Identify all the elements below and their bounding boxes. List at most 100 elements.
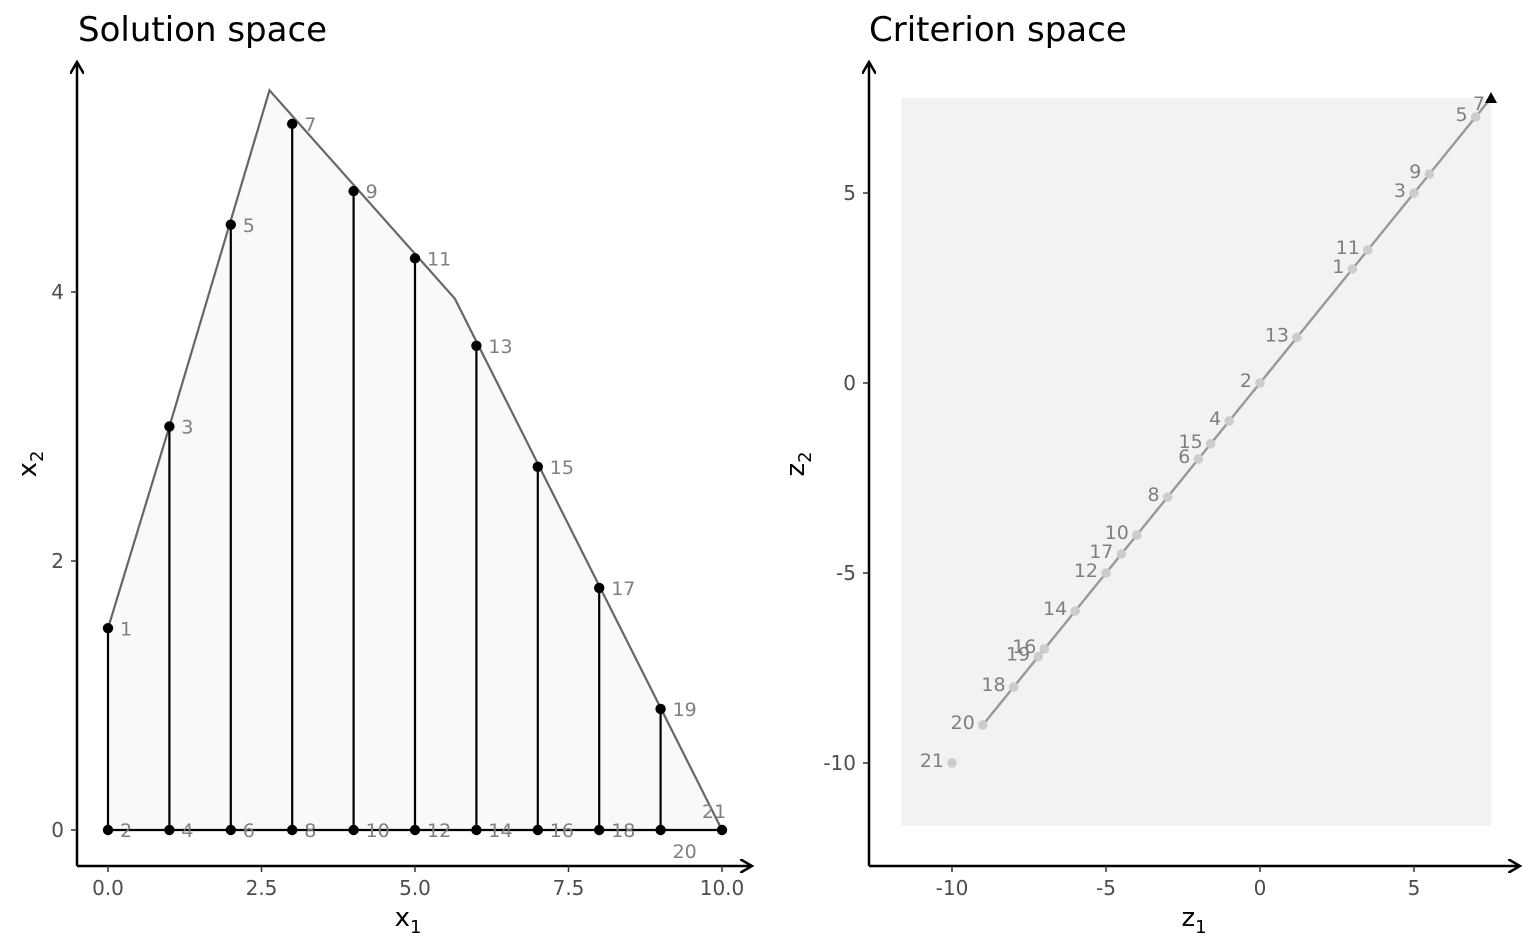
- y-tick-label: 0: [843, 371, 856, 395]
- criterion-point: [1132, 530, 1142, 540]
- criterion-point: [1193, 454, 1204, 464]
- point-label: 16: [550, 820, 574, 842]
- criterion-point: [1255, 378, 1265, 388]
- feasible-region-boundary: [106, 88, 723, 831]
- solution-point: [287, 824, 298, 836]
- x-axis-label: x1: [395, 903, 422, 938]
- point-label: 7: [1473, 93, 1485, 115]
- point-label: 8: [1148, 484, 1160, 506]
- point-label: 8: [304, 820, 316, 842]
- line-layer: [981, 97, 1492, 726]
- criterion-point: [1162, 492, 1173, 502]
- criterion-point: [1039, 644, 1050, 654]
- point-label: 3: [1394, 180, 1406, 202]
- x-axis-label: z1: [1181, 903, 1206, 938]
- y-tick-label: 2: [51, 549, 64, 573]
- ideal-point-marker: [1485, 92, 1497, 103]
- point-label: 12: [1074, 560, 1098, 582]
- criterion-point: [1470, 112, 1481, 122]
- solution-point: [409, 253, 421, 264]
- x-tick-layer: -10 -5 0 5: [936, 866, 1421, 900]
- point-label: 13: [488, 336, 512, 358]
- nondominated-line: [981, 97, 1492, 726]
- solution-point: [102, 824, 114, 836]
- point-label: 18: [981, 674, 1005, 696]
- solution-point: [164, 421, 175, 432]
- x-tick-layer: 0.0 2.5 5.0 7.5 10.0: [92, 866, 744, 900]
- criterion-point: [1363, 245, 1373, 255]
- criterion-point: [947, 758, 957, 768]
- point-layer: [947, 92, 1497, 768]
- solution-point: [348, 185, 359, 197]
- point-layer: [102, 118, 728, 836]
- point-label: 16: [1012, 636, 1036, 658]
- criterion-point: [1409, 188, 1419, 198]
- solution-point: [471, 340, 482, 351]
- point-label: 3: [181, 417, 193, 439]
- x-tick-label: 5: [1408, 876, 1421, 900]
- point-label: 7: [304, 114, 316, 136]
- point-label: 17: [611, 578, 635, 600]
- solution-point: [594, 582, 605, 594]
- point-label: 6: [243, 820, 255, 842]
- solution-point: [348, 824, 359, 836]
- criterion-point: [1101, 568, 1111, 578]
- y-axis-label: z2: [781, 451, 816, 476]
- x-tick-label: 2.5: [246, 876, 278, 900]
- point-label: 20: [673, 841, 697, 863]
- point-label: 1: [120, 618, 132, 640]
- y-tick-label: -5: [836, 561, 856, 585]
- solution-point: [655, 824, 666, 836]
- point-label: 21: [920, 750, 944, 772]
- criterion-point: [1347, 264, 1358, 274]
- solution-point: [225, 219, 236, 230]
- point-label: 4: [1209, 408, 1221, 430]
- chart-title: Criterion space: [869, 10, 1127, 50]
- x-tick-label: 5.0: [399, 876, 431, 900]
- solution-point: [225, 824, 236, 836]
- y-axis-label: x2: [13, 451, 48, 478]
- x-tick-label: -10: [936, 876, 969, 900]
- point-label: 13: [1265, 324, 1289, 346]
- solution-point: [102, 623, 114, 634]
- y-tick-label: 4: [51, 280, 64, 304]
- criterion-point: [1008, 682, 1019, 692]
- point-label: 5: [1456, 104, 1468, 126]
- chart-title: Solution space: [78, 10, 327, 50]
- solution-point: [409, 824, 421, 836]
- solution-point: [287, 118, 298, 130]
- point-label: 14: [1043, 598, 1067, 620]
- solution-point: [471, 824, 482, 836]
- point-label: 15: [1179, 431, 1203, 453]
- criterion-space-panel: Criterion space 212018191614121710861542…: [781, 10, 1520, 938]
- x-tick-label: 0: [1254, 876, 1267, 900]
- y-tick-label: 5: [843, 181, 856, 205]
- point-label: 2: [1240, 370, 1252, 392]
- criterion-point: [1205, 439, 1216, 449]
- point-label: 12: [427, 820, 451, 842]
- point-label: 9: [1409, 161, 1421, 183]
- point-label: 11: [427, 248, 451, 270]
- solution-point: [532, 824, 543, 836]
- y-tick-layer: 0 2 4: [51, 280, 77, 842]
- point-label: 17: [1089, 541, 1113, 563]
- point-label: 11: [1336, 237, 1360, 259]
- point-label: 10: [1105, 522, 1129, 544]
- solution-point: [655, 703, 666, 715]
- point-label: 4: [181, 820, 193, 842]
- point-label: 19: [673, 699, 697, 721]
- point-label: 1: [1332, 256, 1344, 278]
- solution-point: [594, 824, 605, 836]
- y-tick-label: 0: [51, 818, 64, 842]
- solution-point: [716, 824, 728, 836]
- criterion-point: [978, 720, 988, 730]
- criterion-point: [1070, 606, 1080, 616]
- point-label: 18: [611, 820, 635, 842]
- criterion-point: [1292, 332, 1302, 343]
- point-label: 21: [702, 801, 726, 823]
- point-label: 9: [366, 181, 378, 203]
- x-tick-label: -5: [1096, 876, 1116, 900]
